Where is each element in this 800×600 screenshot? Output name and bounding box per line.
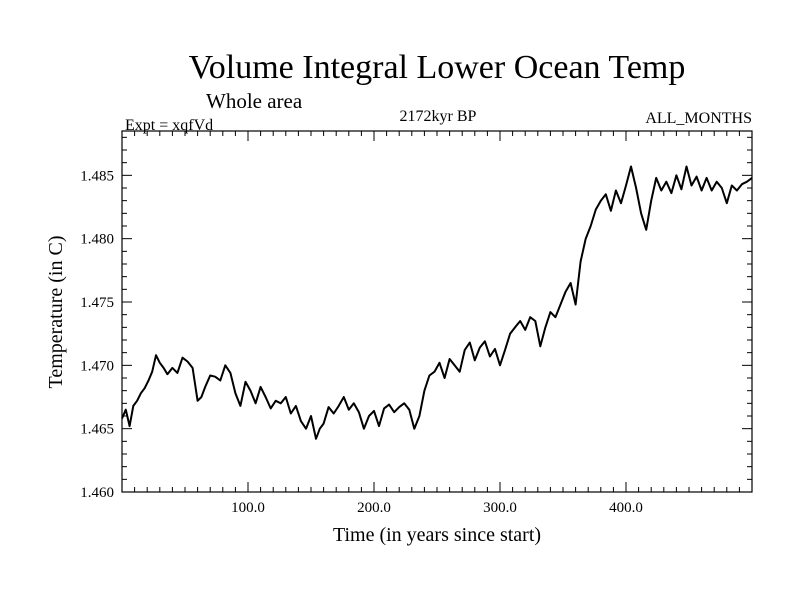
temperature-series-line bbox=[121, 165, 753, 440]
y-tick-label: 1.475 bbox=[80, 295, 114, 311]
experiment-label: Expt = xqfVd bbox=[125, 117, 213, 134]
chart-title: Volume Integral Lower Ocean Temp bbox=[189, 49, 686, 86]
y-axis-label: Temperature (in C) bbox=[45, 236, 67, 389]
x-tick-label: 100.0 bbox=[231, 500, 265, 516]
axis-ticks bbox=[122, 131, 752, 493]
x-axis-label: Time (in years since start) bbox=[333, 524, 541, 546]
y-tick-label: 1.460 bbox=[80, 485, 114, 501]
x-tick-label: 400.0 bbox=[609, 500, 643, 516]
tick-labels: 100.0 200.0 300.0 400.0 1.460 1.465 1.470 1.475… bbox=[80, 168, 643, 516]
chart-subtitle: Whole area bbox=[206, 89, 303, 113]
plot-frame bbox=[121, 130, 753, 493]
y-tick-label: 1.480 bbox=[80, 232, 114, 248]
y-tick-label: 1.470 bbox=[80, 358, 114, 374]
x-tick-label: 300.0 bbox=[483, 500, 517, 516]
y-tick-label: 1.485 bbox=[80, 168, 114, 184]
period-label: 2172kyr BP bbox=[400, 108, 477, 125]
y-tick-label: 1.465 bbox=[80, 422, 114, 438]
x-tick-label: 200.0 bbox=[357, 500, 391, 516]
months-label: ALL_MONTHS bbox=[645, 110, 752, 127]
